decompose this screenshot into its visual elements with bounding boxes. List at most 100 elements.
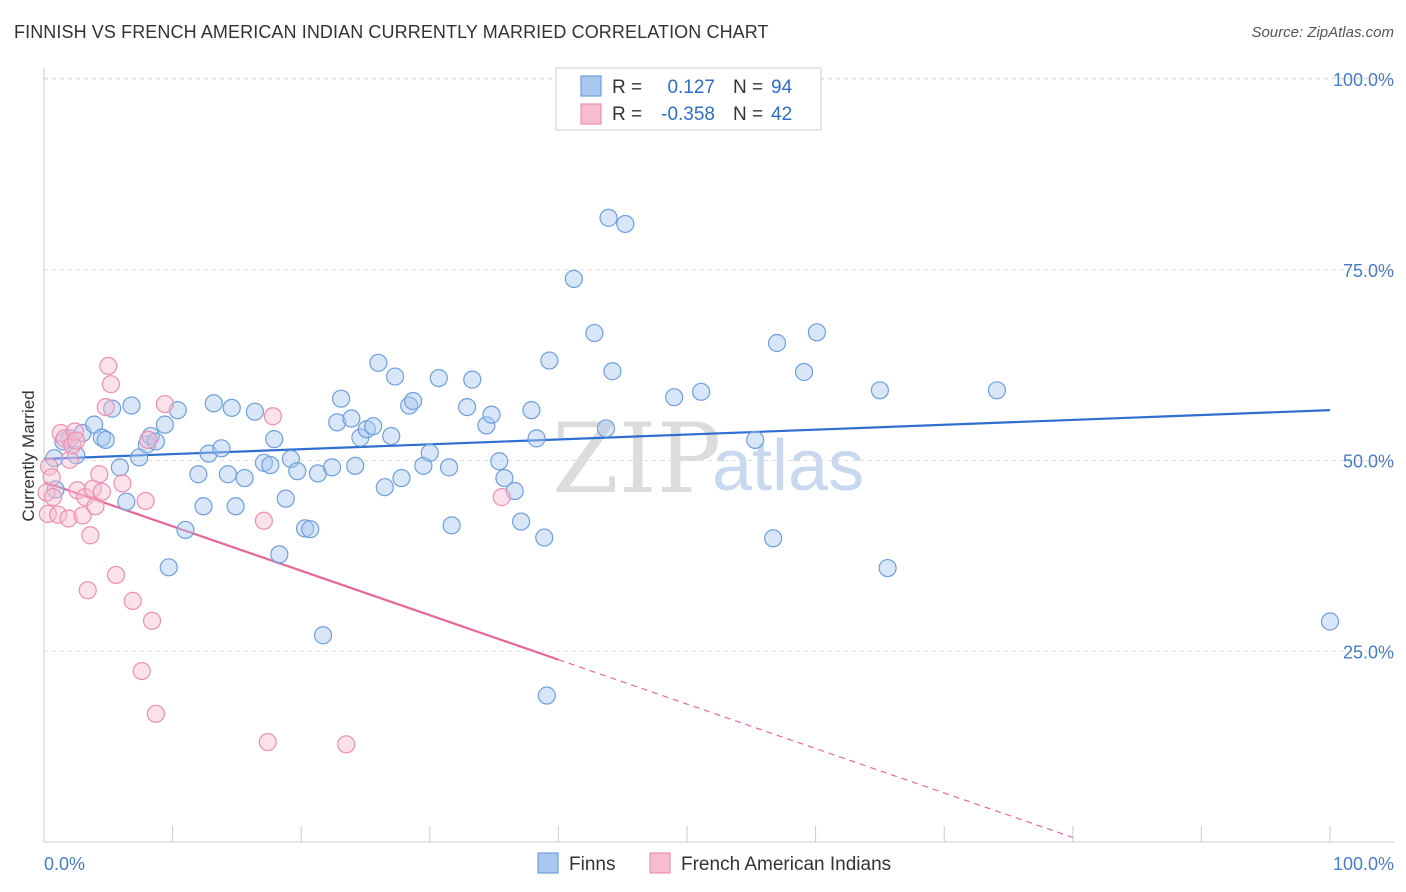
point-finns	[261, 455, 280, 475]
y-tick-label: 100.0%	[1333, 70, 1394, 90]
point-finns	[331, 389, 351, 408]
point-french-american-indians	[55, 429, 74, 448]
point-finns	[194, 497, 213, 516]
point-finns	[218, 465, 237, 484]
point-french-american-indians	[263, 407, 283, 426]
legend-r-label-finns: R =	[612, 77, 642, 98]
point-finns	[122, 396, 141, 415]
point-finns	[364, 417, 383, 436]
point-finns	[794, 362, 814, 382]
point-finns	[746, 430, 765, 449]
axes	[43, 68, 1394, 843]
point-finns	[807, 323, 826, 342]
point-finns	[222, 398, 241, 417]
point-finns	[585, 323, 604, 343]
point-finns	[313, 626, 333, 645]
point-finns	[235, 468, 254, 488]
point-finns	[490, 452, 509, 471]
point-finns	[564, 269, 583, 289]
point-finns	[301, 520, 320, 539]
x-tick-label-max: 100.0%	[1333, 854, 1394, 874]
point-french-american-indians	[90, 465, 109, 484]
legend-swatch-french-american-indians	[580, 103, 602, 125]
point-finns	[527, 429, 546, 448]
bottom-legend-swatch-fai	[649, 852, 671, 874]
point-finns	[512, 512, 531, 531]
point-french-american-indians	[65, 422, 84, 441]
trend-lines	[43, 409, 1331, 838]
legend-swatch-finns	[580, 75, 602, 97]
point-french-american-indians	[73, 506, 92, 525]
point-finns	[457, 397, 477, 417]
point-finns	[159, 558, 178, 577]
point-french-american-indians	[92, 482, 111, 501]
point-finns	[212, 439, 231, 458]
point-finns	[439, 458, 459, 477]
point-finns	[375, 478, 394, 497]
series-legend: Finns French American Indians	[537, 852, 891, 875]
point-finns	[537, 686, 556, 705]
point-finns	[276, 489, 295, 508]
y-tick-label: 75.0%	[1343, 261, 1394, 281]
correlation-legend: R = 0.127 N = 94 R = -0.358 N = 42	[555, 67, 822, 131]
point-finns	[369, 353, 388, 372]
point-finns	[288, 462, 307, 481]
point-finns	[477, 416, 496, 435]
point-finns	[870, 381, 890, 400]
point-finns	[385, 367, 405, 386]
point-finns	[382, 426, 401, 446]
point-finns	[342, 409, 361, 428]
point-finns	[155, 415, 174, 434]
point-finns	[878, 558, 897, 578]
watermark-zip: ZIP	[552, 403, 721, 515]
legend-r-value-fai: -0.358	[661, 104, 715, 125]
point-finns	[495, 468, 514, 488]
chart-source: Source: ZipAtlas.com	[1251, 24, 1394, 41]
watermark-atlas: atlas	[712, 426, 864, 506]
x-tick-label-min: 0.0%	[44, 854, 85, 874]
point-finns	[463, 370, 482, 389]
legend-n-label-finns: N =	[733, 77, 763, 98]
bottom-legend-label-finns: Finns	[569, 854, 615, 875]
y-tick-labels: 25.0% 50.0% 75.0% 100.0%	[1333, 70, 1394, 662]
data-points	[37, 208, 1340, 754]
point-finns	[403, 391, 423, 411]
point-french-american-indians	[38, 504, 57, 524]
point-finns	[328, 413, 347, 432]
point-french-american-indians	[123, 591, 142, 610]
point-finns	[265, 430, 284, 449]
trend-line-finns	[43, 409, 1331, 461]
point-finns	[596, 419, 616, 438]
point-french-american-indians	[99, 356, 118, 375]
point-french-american-indians	[155, 394, 174, 414]
y-axis-label: Currently Married	[19, 390, 38, 521]
point-french-american-indians	[132, 661, 151, 681]
y-tick-label: 50.0%	[1343, 452, 1394, 472]
point-french-american-indians	[59, 509, 78, 528]
point-finns	[616, 214, 635, 234]
point-finns	[692, 382, 711, 401]
point-french-american-indians	[96, 397, 115, 417]
point-french-american-indians	[67, 431, 86, 450]
point-finns	[665, 388, 684, 407]
point-finns	[603, 362, 622, 381]
bottom-legend-swatch-finns	[537, 852, 559, 874]
point-finns	[189, 465, 208, 484]
legend-r-label-fai: R =	[612, 104, 642, 125]
chart-title: FINNISH VS FRENCH AMERICAN INDIAN CURREN…	[14, 22, 769, 42]
bottom-legend-label-fai: French American Indians	[681, 854, 891, 875]
point-french-american-indians	[81, 526, 100, 545]
point-french-american-indians	[136, 491, 155, 511]
point-finns	[96, 430, 115, 449]
point-french-american-indians	[113, 474, 132, 493]
legend-n-value-finns: 94	[771, 77, 793, 98]
legend-n-label-fai: N =	[733, 104, 763, 125]
trend-line-extension-french-american-indians	[558, 659, 1073, 838]
legend-r-value-finns: 0.127	[667, 77, 715, 98]
point-finns	[176, 520, 195, 540]
point-french-american-indians	[43, 488, 63, 507]
point-french-american-indians	[254, 511, 274, 530]
point-finns	[420, 443, 439, 462]
point-french-american-indians	[142, 611, 162, 630]
